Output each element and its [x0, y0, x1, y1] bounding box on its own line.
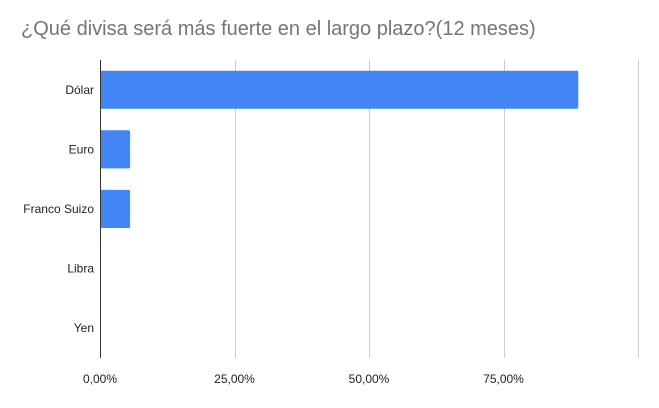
x-tick-label: 50,00%: [349, 372, 390, 386]
x-tick-label: 0,00%: [83, 372, 117, 386]
bars: [100, 70, 579, 228]
category-label: Euro: [69, 142, 95, 156]
bar-1: [100, 130, 131, 169]
category-label: Yen: [74, 321, 94, 335]
category-labels: Dólar Euro Franco Suizo Libra Yen: [23, 83, 94, 335]
gridlines: [235, 60, 639, 358]
category-label: Libra: [67, 262, 94, 276]
category-label: Franco Suizo: [23, 202, 94, 216]
x-tick-label: 75,00%: [483, 372, 524, 386]
bar-2: [100, 189, 131, 228]
category-label: Dólar: [65, 83, 94, 97]
x-tick-labels: 0,00% 25,00% 50,00% 75,00%: [83, 372, 524, 386]
x-tick-label: 25,00%: [214, 372, 255, 386]
bar-0: [100, 70, 579, 109]
chart-title: ¿Qué divisa será más fuerte en el largo …: [21, 18, 536, 40]
